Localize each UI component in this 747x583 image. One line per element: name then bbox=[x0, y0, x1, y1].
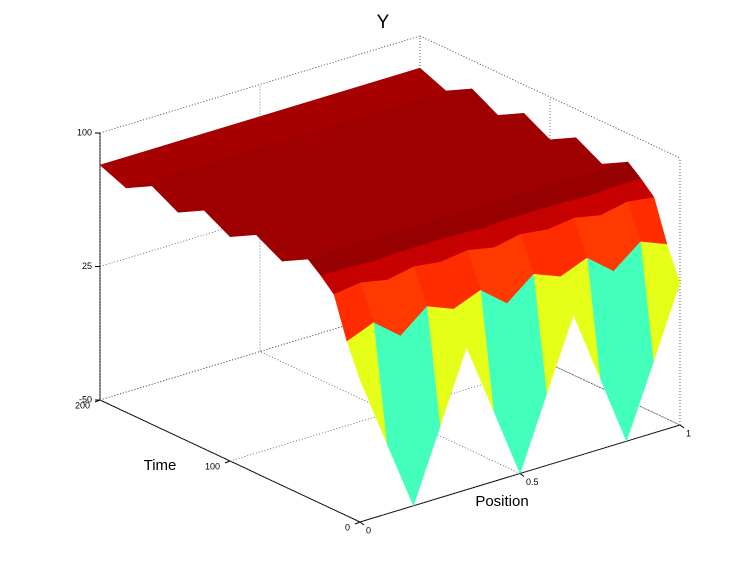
x-tick bbox=[359, 521, 365, 526]
x-tick bbox=[679, 424, 685, 429]
z-tick-label: 100 bbox=[77, 127, 92, 137]
y-tick-label: 0 bbox=[345, 522, 350, 532]
chart-title: Y bbox=[377, 12, 390, 33]
x-tick-label: 0 bbox=[366, 525, 371, 535]
x-axis-label: Position bbox=[475, 493, 528, 510]
y-tick bbox=[224, 460, 231, 464]
y-axis-label: Time bbox=[144, 457, 177, 474]
y-tick bbox=[94, 399, 101, 403]
x-tick-label: 0.5 bbox=[526, 477, 539, 487]
y-tick bbox=[354, 521, 361, 525]
y-tick-label: 200 bbox=[75, 400, 90, 410]
surface-patch bbox=[346, 322, 387, 443]
z-tick-label: -50 bbox=[79, 394, 92, 404]
x-tick bbox=[519, 473, 525, 477]
y-tick-label: 100 bbox=[205, 461, 220, 471]
z-tick-label: 25 bbox=[82, 261, 92, 271]
x-tick-label: 1 bbox=[686, 428, 691, 438]
